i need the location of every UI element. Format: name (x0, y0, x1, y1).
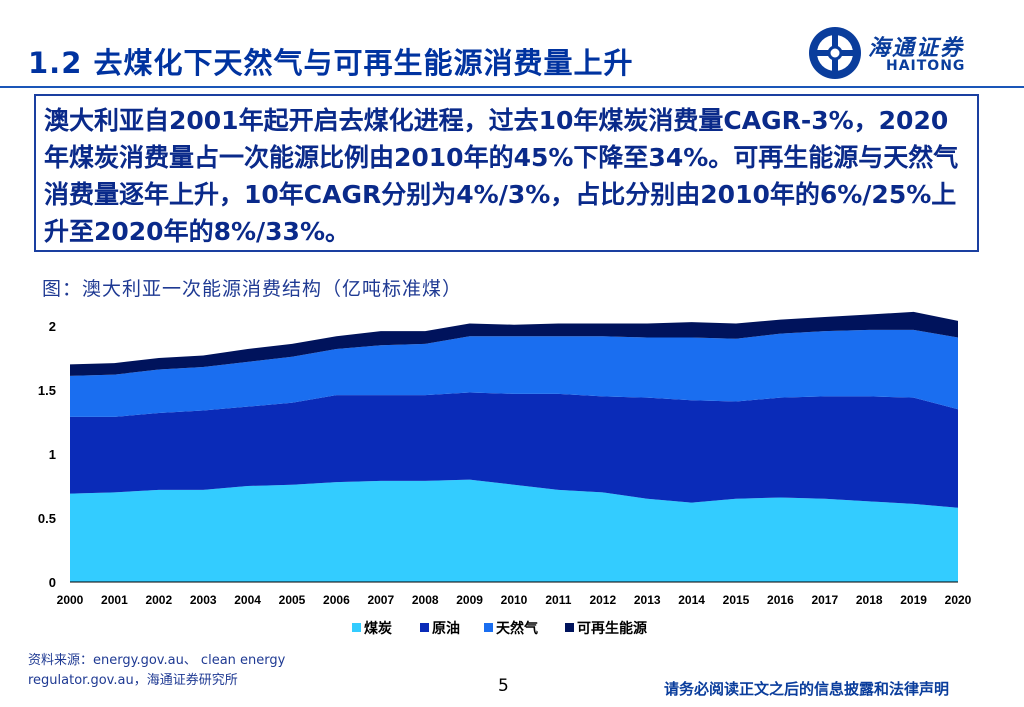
y-tick-label: 1 (49, 447, 56, 462)
x-tick-label: 2003 (190, 593, 217, 607)
x-tick-label: 2000 (57, 593, 84, 607)
y-tick-label: 1.5 (38, 383, 56, 398)
page-number: 5 (498, 676, 509, 696)
disclaimer: 请务必阅读正文之后的信息披露和法律声明 (664, 680, 950, 698)
legend-swatch (352, 623, 361, 632)
x-tick-label: 2007 (367, 593, 394, 607)
summary-box: 澳大利亚自2001年起开启去煤化进程，过去10年煤炭消费量CAGR-3%，202… (34, 94, 979, 252)
x-tick-label: 2017 (811, 593, 838, 607)
x-tick-label: 2018 (856, 593, 883, 607)
legend-label: 原油 (432, 620, 460, 637)
legend-label: 可再生能源 (577, 620, 647, 637)
area-series-0 (70, 479, 958, 582)
source-line-1: 资料来源：energy.gov.au、 clean energy (28, 653, 286, 668)
x-tick-label: 2001 (101, 593, 128, 607)
x-tick-label: 2009 (456, 593, 483, 607)
source-note: 资料来源：energy.gov.au、 clean energy regulat… (28, 651, 285, 691)
x-tick-label: 2011 (545, 593, 571, 607)
title-divider (0, 86, 1024, 88)
legend-label: 天然气 (496, 620, 538, 637)
legend-swatch (420, 623, 429, 632)
y-tick-label: 0.5 (38, 511, 56, 526)
x-tick-label: 2016 (767, 593, 794, 607)
page-title: 1.2 去煤化下天然气与可再生能源消费量上升 (28, 46, 634, 80)
x-tick-label: 2002 (145, 593, 172, 607)
legend-label: 煤炭 (364, 620, 392, 637)
x-tick-label: 2006 (323, 593, 350, 607)
logo-english-text: HAITONG (886, 58, 966, 74)
haitong-logo: 海通证券 HAITONG (806, 24, 1006, 84)
figure-caption: 图：澳大利亚一次能源消费结构（亿吨标准煤） (42, 278, 463, 300)
x-tick-label: 2008 (412, 593, 439, 607)
area-series-2 (70, 329, 958, 417)
x-tick-label: 2019 (900, 593, 927, 607)
source-line-2: regulator.gov.au，海通证券研究所 (28, 673, 238, 688)
x-tick-label: 2005 (279, 593, 306, 607)
legend-swatch (484, 623, 493, 632)
summary-text: 澳大利亚自2001年起开启去煤化进程，过去10年煤炭消费量CAGR-3%，202… (44, 106, 959, 246)
y-tick-label: 2 (49, 319, 56, 334)
x-tick-label: 2020 (945, 593, 972, 607)
x-tick-label: 2015 (723, 593, 750, 607)
legend-swatch (565, 623, 574, 632)
x-tick-label: 2012 (589, 593, 616, 607)
x-tick-label: 2014 (678, 593, 705, 607)
haitong-emblem-icon (809, 27, 861, 79)
energy-consumption-chart: 0 0.5 1 1.5 2 2000 2001 2002 2003 2004 2005 2006 200… (38, 311, 972, 637)
x-tick-label: 2013 (634, 593, 661, 607)
area-series-1 (70, 392, 958, 508)
logo-chinese-text: 海通证券 (868, 36, 965, 61)
area-series-3 (70, 311, 958, 376)
y-tick-label: 0 (49, 575, 56, 590)
x-tick-label: 2010 (501, 593, 528, 607)
x-tick-label: 2004 (234, 593, 261, 607)
